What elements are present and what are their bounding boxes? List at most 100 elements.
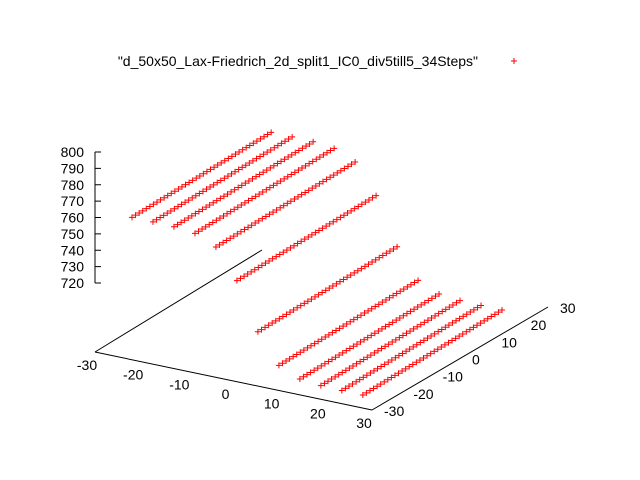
data-point	[367, 370, 374, 377]
data-point	[273, 253, 280, 260]
data-point	[344, 163, 351, 170]
data-point	[269, 255, 276, 262]
data-point	[395, 352, 402, 359]
data-point	[355, 203, 362, 210]
data-point	[181, 217, 188, 224]
data-point	[392, 354, 399, 361]
data-point	[191, 230, 198, 237]
data-point	[287, 244, 294, 251]
data-point	[220, 239, 227, 246]
data-point	[193, 175, 200, 182]
x-tick-label: 20	[310, 405, 326, 421]
data-point	[339, 369, 346, 376]
data-point	[209, 219, 216, 226]
data-point	[203, 204, 210, 211]
data-point	[325, 331, 332, 338]
data-point	[411, 306, 418, 313]
data-point	[316, 180, 323, 187]
data-point	[386, 321, 393, 328]
data-point	[298, 191, 305, 198]
data-point	[358, 201, 365, 208]
data-point	[242, 162, 249, 169]
data-point	[254, 328, 261, 335]
data-point	[399, 350, 406, 357]
x-tick-label: 0	[222, 386, 230, 402]
data-point	[258, 262, 265, 269]
data-point	[232, 168, 239, 175]
data-point	[288, 151, 295, 158]
data-point	[481, 317, 488, 324]
data-point	[319, 225, 326, 232]
data-point	[171, 205, 178, 212]
data-point	[381, 378, 388, 385]
data-point	[361, 263, 368, 270]
data-point	[255, 217, 262, 224]
data-point	[364, 354, 371, 361]
data-point	[346, 365, 353, 372]
data-point	[370, 367, 377, 374]
data-point	[375, 328, 382, 335]
data-point	[350, 343, 357, 350]
data-point	[336, 325, 343, 332]
data-point	[276, 315, 283, 322]
data-point	[397, 288, 404, 295]
data-point	[278, 158, 285, 165]
data-point	[332, 373, 339, 380]
data-point	[396, 334, 403, 341]
data-point	[417, 339, 424, 346]
data-points	[129, 129, 505, 398]
data-point	[382, 296, 389, 303]
data-point	[435, 310, 442, 317]
data-point	[292, 149, 299, 156]
data-point	[359, 391, 366, 398]
data-point	[213, 197, 220, 204]
data-point	[260, 151, 267, 158]
data-point	[441, 341, 448, 348]
data-point	[413, 341, 420, 348]
data-point	[224, 173, 231, 180]
data-point	[371, 330, 378, 337]
data-point	[266, 257, 273, 264]
data-point	[459, 330, 466, 337]
data-point	[357, 312, 364, 319]
data-point	[365, 261, 372, 268]
data-point	[300, 347, 307, 354]
data-point	[291, 242, 298, 249]
data-point	[495, 309, 502, 316]
data-point	[389, 339, 396, 346]
data-point	[399, 368, 406, 375]
data-point	[354, 267, 361, 274]
data-point	[413, 359, 420, 366]
data-point	[431, 348, 438, 355]
legend-label: "d_50x50_Lax-Friedrich_2d_split1_IC0_div…	[118, 53, 478, 69]
data-point	[249, 195, 256, 202]
data-point	[424, 335, 431, 342]
data-point	[167, 207, 174, 214]
data-point	[245, 224, 252, 231]
data-point	[221, 175, 228, 182]
data-point	[207, 166, 214, 173]
data-point	[386, 294, 393, 301]
data-point	[281, 175, 288, 182]
data-point	[307, 369, 314, 376]
data-point	[269, 320, 276, 327]
data-point	[350, 316, 357, 323]
z-tick-label: 780	[61, 177, 85, 193]
data-point	[157, 214, 164, 221]
data-point	[216, 241, 223, 248]
data-point	[290, 306, 297, 313]
data-point	[195, 228, 202, 235]
data-point	[257, 135, 264, 142]
data-point	[213, 217, 220, 224]
z-tick-label: 720	[61, 275, 85, 291]
data-point	[449, 301, 456, 308]
z-tick-label: 790	[61, 160, 85, 176]
data-point	[321, 380, 328, 387]
data-point	[260, 169, 267, 176]
data-point	[421, 299, 428, 306]
data-point	[310, 138, 317, 145]
data-point	[220, 193, 227, 200]
data-point	[428, 315, 435, 322]
